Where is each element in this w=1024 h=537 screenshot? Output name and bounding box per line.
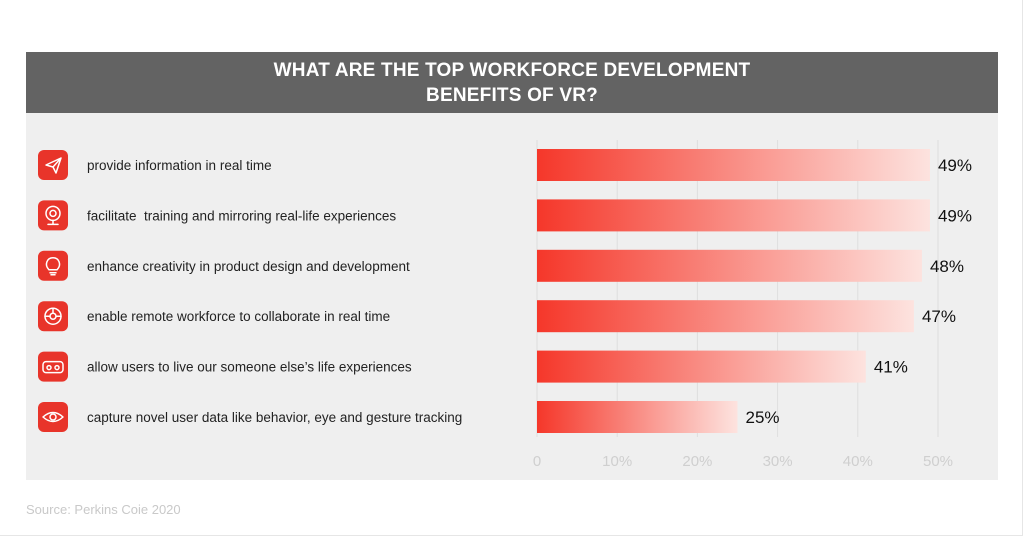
lightbulb-icon	[38, 250, 68, 281]
value-label: 25%	[746, 408, 780, 427]
icon-badge	[38, 301, 68, 332]
category-label: enhance creativity in product design and…	[87, 259, 410, 274]
webcam-icon	[38, 200, 68, 231]
x-tick-label: 20%	[682, 453, 712, 470]
x-tick-label: 50%	[923, 453, 953, 470]
vr-headset-icon	[38, 351, 68, 382]
value-label: 48%	[930, 257, 964, 276]
x-tick-label: 30%	[763, 453, 793, 470]
x-tick-label: 0	[533, 453, 541, 470]
x-tick-label: 40%	[843, 453, 873, 470]
category-label: enable remote workforce to collaborate i…	[87, 309, 390, 324]
icon-badge	[38, 402, 68, 432]
chart-row: enable remote workforce to collaborate i…	[38, 300, 956, 333]
category-label: provide information in real time	[87, 158, 272, 173]
value-label: 49%	[938, 156, 972, 175]
bar	[537, 249, 922, 282]
chart-row: enhance creativity in product design and…	[38, 249, 964, 282]
x-axis-ticks: 0 10% 20% 30% 40% 50%	[533, 453, 953, 470]
bar	[537, 350, 866, 383]
x-tick-label: 10%	[602, 453, 632, 470]
source-note: Source: Perkins Coie 2020	[26, 502, 181, 517]
eye-icon	[38, 402, 68, 432]
gridlines	[536, 140, 939, 437]
chart-title: WHAT ARE THE TOP WORKFORCE DEVELOPMENT B…	[26, 52, 998, 113]
category-label: allow users to live our someone else’s l…	[87, 360, 412, 375]
chart-row: capture novel user data like behavior, e…	[38, 401, 780, 433]
chart-row: provide information in real time 49%	[38, 149, 972, 181]
category-label: facilitate training and mirroring real-l…	[87, 208, 396, 223]
paper-plane-icon	[38, 150, 68, 180]
icon-badge	[38, 250, 68, 281]
icon-badge	[38, 150, 68, 180]
bar	[537, 199, 930, 232]
chart-row: facilitate training and mirroring real-l…	[38, 199, 972, 232]
bar	[537, 401, 738, 433]
category-label: capture novel user data like behavior, e…	[87, 410, 462, 425]
value-label: 49%	[938, 206, 972, 225]
chart-title-line-2: BENEFITS OF VR?	[426, 84, 598, 106]
icon-badge	[38, 351, 68, 382]
remote-network-icon	[38, 301, 68, 332]
bar	[537, 300, 914, 333]
value-label: 41%	[874, 358, 908, 377]
icon-badge	[38, 200, 68, 231]
chart-title-line-1: WHAT ARE THE TOP WORKFORCE DEVELOPMENT	[273, 59, 751, 81]
value-label: 47%	[922, 307, 956, 326]
chart-row: allow users to live our someone else’s l…	[38, 350, 908, 383]
bar	[537, 149, 930, 181]
